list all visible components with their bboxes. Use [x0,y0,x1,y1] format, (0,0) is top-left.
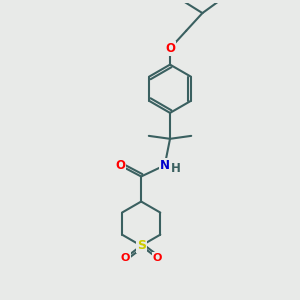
Text: N: N [160,159,170,172]
Text: S: S [137,239,146,252]
Text: O: O [165,42,175,55]
Text: O: O [120,253,130,263]
Text: H: H [171,162,181,175]
Text: O: O [153,253,162,263]
Text: O: O [115,159,125,172]
